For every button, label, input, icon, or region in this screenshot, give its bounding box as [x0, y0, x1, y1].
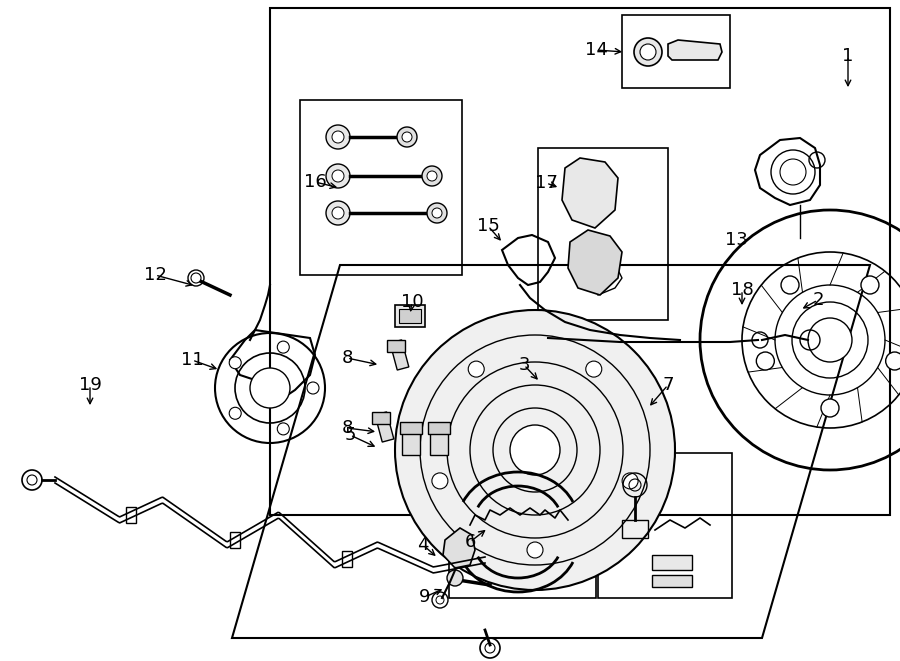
- Circle shape: [622, 473, 638, 489]
- Text: 7: 7: [662, 376, 674, 394]
- Bar: [652, 575, 692, 587]
- Bar: [342, 551, 352, 567]
- Circle shape: [250, 368, 290, 408]
- Circle shape: [468, 361, 484, 377]
- Circle shape: [527, 542, 543, 558]
- Circle shape: [886, 352, 900, 370]
- Bar: [402, 425, 420, 455]
- Text: 4: 4: [418, 536, 428, 554]
- Circle shape: [821, 399, 839, 417]
- Circle shape: [402, 132, 412, 142]
- Polygon shape: [568, 230, 622, 295]
- Text: 18: 18: [731, 281, 753, 299]
- Bar: [395, 305, 425, 327]
- Circle shape: [332, 170, 344, 182]
- Text: 6: 6: [464, 533, 476, 551]
- Circle shape: [326, 164, 350, 188]
- Circle shape: [422, 166, 442, 186]
- Circle shape: [432, 208, 442, 218]
- Circle shape: [191, 273, 201, 283]
- Text: 3: 3: [518, 356, 530, 374]
- Circle shape: [510, 425, 560, 475]
- Bar: [387, 340, 405, 352]
- Text: 10: 10: [400, 293, 423, 311]
- Circle shape: [861, 276, 879, 294]
- Circle shape: [427, 203, 447, 223]
- Bar: [598, 453, 732, 598]
- Bar: [622, 520, 648, 538]
- Bar: [622, 15, 730, 88]
- Bar: [652, 555, 692, 570]
- Bar: [126, 506, 136, 523]
- Bar: [300, 100, 462, 275]
- Circle shape: [640, 44, 656, 60]
- Text: 12: 12: [144, 266, 166, 284]
- Polygon shape: [443, 528, 475, 568]
- Text: 2: 2: [812, 291, 824, 309]
- Text: 17: 17: [535, 174, 557, 192]
- Text: 5: 5: [344, 426, 356, 444]
- Circle shape: [427, 171, 437, 181]
- Bar: [428, 422, 450, 434]
- Circle shape: [230, 407, 241, 419]
- Circle shape: [586, 361, 602, 377]
- Bar: [538, 148, 668, 320]
- Bar: [400, 422, 422, 434]
- Circle shape: [395, 310, 675, 590]
- Text: 9: 9: [419, 588, 431, 606]
- Bar: [375, 412, 394, 442]
- Bar: [430, 425, 448, 455]
- Bar: [270, 8, 890, 515]
- Bar: [372, 412, 390, 424]
- Text: 11: 11: [181, 351, 203, 369]
- Text: 8: 8: [341, 419, 353, 437]
- Text: 8: 8: [341, 349, 353, 367]
- Circle shape: [432, 473, 448, 489]
- Circle shape: [397, 127, 417, 147]
- Text: 13: 13: [724, 231, 747, 249]
- Polygon shape: [668, 40, 722, 60]
- Polygon shape: [562, 158, 618, 228]
- Circle shape: [447, 570, 463, 586]
- Circle shape: [230, 357, 241, 369]
- Text: 1: 1: [842, 47, 854, 65]
- Circle shape: [756, 352, 774, 370]
- Bar: [399, 309, 421, 323]
- Circle shape: [277, 423, 289, 435]
- Text: 14: 14: [585, 41, 608, 59]
- Text: 15: 15: [477, 217, 500, 235]
- Circle shape: [307, 382, 319, 394]
- Circle shape: [277, 341, 289, 353]
- Circle shape: [326, 201, 350, 225]
- Circle shape: [326, 125, 350, 149]
- Bar: [230, 533, 239, 549]
- Bar: [449, 453, 596, 598]
- Circle shape: [781, 276, 799, 294]
- Circle shape: [332, 207, 344, 219]
- Bar: [390, 340, 409, 370]
- Circle shape: [808, 318, 852, 362]
- Circle shape: [634, 38, 662, 66]
- Text: 19: 19: [78, 376, 102, 394]
- Text: 16: 16: [303, 173, 327, 191]
- Circle shape: [332, 131, 344, 143]
